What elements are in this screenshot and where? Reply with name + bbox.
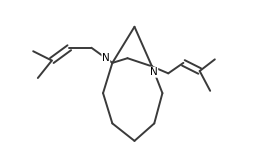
Text: N: N	[102, 53, 109, 63]
Text: N: N	[149, 67, 157, 77]
